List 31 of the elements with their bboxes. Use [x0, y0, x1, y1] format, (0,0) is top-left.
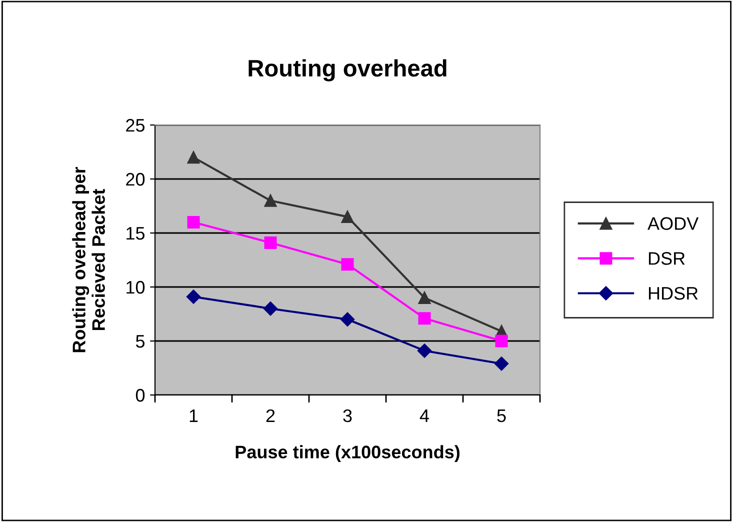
- point: [186, 290, 201, 304]
- point: [264, 236, 277, 249]
- x-tick-label: 4: [420, 410, 429, 422]
- y-axis-title: Routing overhead per Recieved Packet: [72, 166, 105, 352]
- y-tick-label: 25: [126, 118, 145, 132]
- point: [341, 210, 354, 224]
- point: [494, 356, 509, 371]
- y-tick-label: 5: [136, 335, 145, 348]
- point: [263, 302, 278, 316]
- legend-label: HDSR: [648, 286, 698, 300]
- x-axis-title: Pause time (x100seconds): [236, 445, 460, 462]
- y-tick-label: 10: [126, 280, 145, 294]
- y-tick-label: 0: [136, 388, 145, 402]
- point: [418, 292, 431, 304]
- x-tick-label: 2: [266, 409, 275, 422]
- point: [418, 312, 431, 325]
- point: [187, 216, 200, 228]
- legend-label: DSR: [648, 252, 685, 265]
- point: [264, 194, 277, 207]
- point: [341, 258, 354, 271]
- point: [417, 344, 432, 358]
- chart-title: Routing overhead: [248, 59, 446, 82]
- point: [340, 312, 355, 326]
- point: [187, 151, 200, 164]
- point: [495, 334, 508, 348]
- x-tick-label: 5: [497, 410, 506, 422]
- legend-label: AODV: [648, 217, 699, 230]
- y-tick-label: 20: [126, 172, 145, 186]
- y-tick-label: 15: [126, 227, 145, 240]
- x-tick-label: 3: [343, 409, 352, 422]
- x-tick-label: 1: [190, 410, 198, 422]
